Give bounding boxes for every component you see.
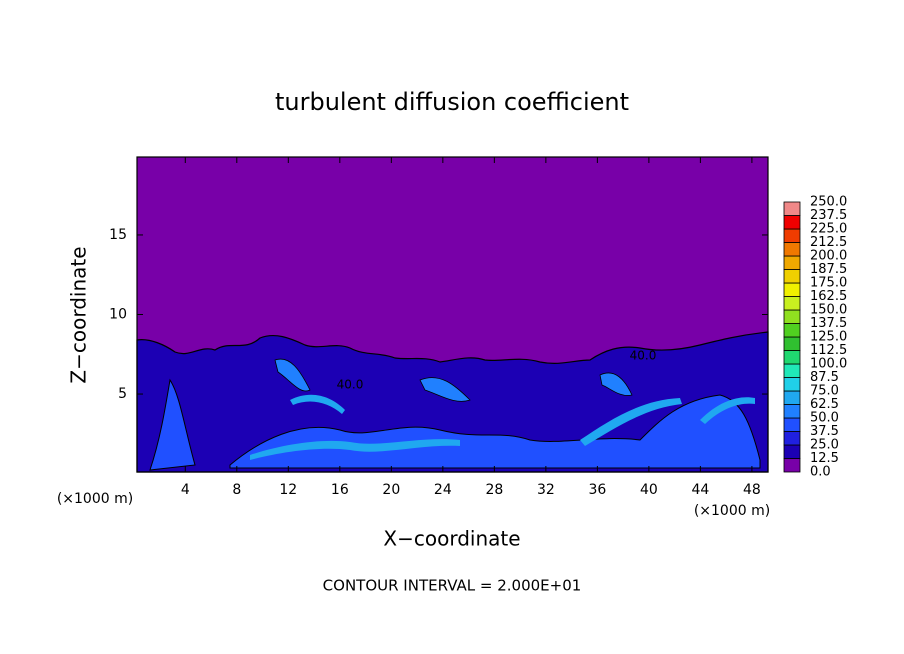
colorbar-box [783,336,801,351]
note: CONTOUR INTERVAL = 2.000E+01 [323,577,582,595]
contour-label: 40.0 [337,378,364,392]
colorbar-label: 187.5 [810,262,847,277]
colorbar-label: 162.5 [810,289,847,304]
colorbar-label: 37.5 [810,424,839,439]
colorbar-box [783,215,801,230]
x-axis-label: X−coordinate [383,527,520,551]
colorbar-box [783,431,801,446]
x-axis-unit: (×1000 m) [694,503,770,519]
colorbar-label: 225.0 [810,222,847,237]
y-tick-label: 5 [118,386,127,402]
colorbar-label: 62.5 [810,397,839,412]
x-tick-label: 28 [485,482,503,498]
colorbar-box [783,417,801,432]
colorbar-box [783,228,801,243]
y-tick-label: 10 [109,307,127,323]
x-tick-label: 24 [434,482,452,498]
colorbar-label: 250.0 [810,195,847,210]
y-axis-unit: (×1000 m) [57,491,133,507]
x-tick-label: 4 [181,482,190,498]
y-tick-label: 15 [109,227,127,243]
colorbar-label: 150.0 [810,303,847,318]
x-tick-label: 20 [382,482,400,498]
colorbar-box [783,255,801,270]
colorbar-label: 125.0 [810,330,847,345]
x-tick-label: 44 [691,482,709,498]
colorbar-box [783,390,801,405]
field-streak [250,394,755,460]
x-tick-label: 12 [279,482,297,498]
colorbar-label: 212.5 [810,235,847,250]
colorbar-box [783,363,801,378]
colorbar-box [783,201,801,216]
colorbar-box [783,404,801,419]
colorbar-label: 25.0 [810,438,839,453]
colorbar-box [783,350,801,365]
colorbar-label: 200.0 [810,249,847,264]
colorbar-label: 50.0 [810,411,839,426]
x-tick-label: 16 [331,482,349,498]
colorbar-label: 0.0 [810,465,831,480]
colorbar-label: 100.0 [810,357,847,372]
colorbar-box [783,309,801,324]
x-tick-label: 48 [743,482,761,498]
x-tick-label: 32 [537,482,555,498]
colorbar-box [783,444,801,459]
x-tick-label: 36 [588,482,606,498]
colorbar-box [783,242,801,257]
colorbar-box [783,377,801,392]
chart-title: turbulent diffusion coefficient [275,88,629,116]
colorbar-label: 75.0 [810,384,839,399]
y-axis-label: Z−coordinate [67,246,91,383]
colorbar-box [783,296,801,311]
colorbar-box [783,458,801,473]
colorbar-label: 137.5 [810,316,847,331]
contour-label: 40.0 [630,349,657,363]
colorbar-box [783,269,801,284]
colorbar-label: 112.5 [810,343,847,358]
x-tick-label: 40 [640,482,658,498]
colorbar-box [783,282,801,297]
colorbar-box [783,323,801,338]
field-streak [274,358,633,402]
colorbar-label: 87.5 [810,370,839,385]
colorbar-label: 12.5 [810,451,839,466]
field [136,157,769,473]
x-tick-label: 8 [232,482,241,498]
colorbar-label: 175.0 [810,276,847,291]
colorbar-label: 237.5 [810,208,847,223]
